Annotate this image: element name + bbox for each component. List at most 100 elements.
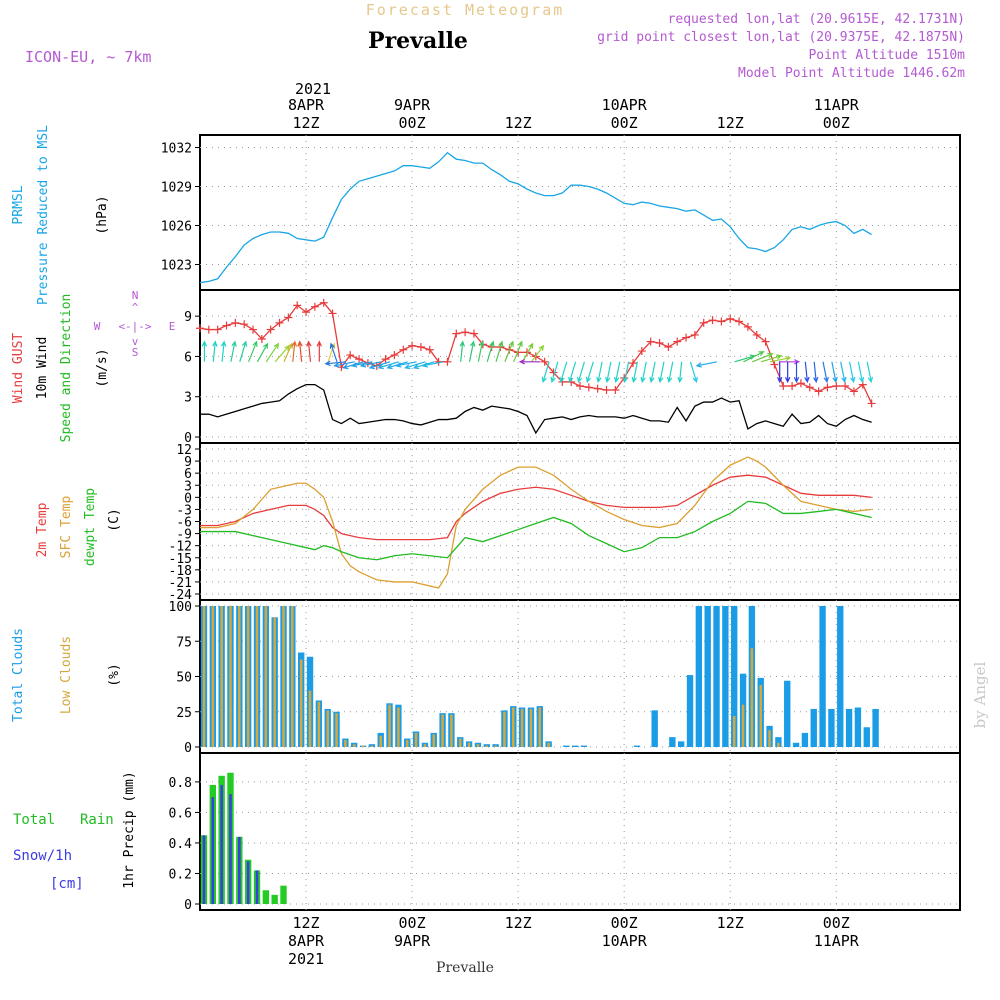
wind-direction-arrow	[559, 361, 568, 384]
snow-bar	[238, 836, 241, 904]
wind-direction-arrow	[459, 340, 465, 362]
wind-direction-arrow	[822, 361, 829, 384]
low-clouds-bar	[317, 701, 321, 747]
low-clouds-bar	[308, 690, 312, 747]
total-clouds-bar	[563, 745, 570, 747]
top-hour-label: 12Z	[505, 114, 532, 132]
gust-marker	[275, 318, 284, 327]
compass-s: S	[132, 346, 139, 359]
footer-location: Prevalle	[436, 960, 494, 976]
low-clouds-bar	[503, 711, 506, 747]
total-clouds-label: Total Clouds	[11, 628, 26, 722]
snow-unit-label: [cm]	[50, 876, 84, 892]
gust-marker	[240, 320, 249, 329]
wind-direction-arrow	[666, 361, 674, 384]
low-clouds-bar	[229, 606, 232, 747]
gust-marker	[293, 301, 302, 310]
low-clouds-bar	[547, 742, 550, 747]
gust-marker	[814, 387, 823, 396]
pressure-ytick-label: 1029	[161, 181, 192, 196]
gust-marker	[204, 325, 213, 334]
gust-marker	[593, 384, 602, 393]
gust-marker	[425, 345, 434, 354]
compass-n: N	[132, 289, 139, 302]
wind-direction-arrow	[804, 361, 810, 384]
gust-marker	[655, 339, 664, 347]
sfc-temp-line	[200, 456, 872, 589]
pressure-panel: 1023 1026 1029 1032	[161, 134, 961, 291]
bottom-hour-label: 12Z	[505, 914, 532, 932]
clouds-ytick-label: 50	[176, 671, 192, 686]
gust-marker	[717, 317, 726, 326]
wind-direction-arrow	[212, 340, 218, 362]
gust-marker	[682, 333, 691, 342]
total-clouds-bar	[368, 744, 376, 747]
snow-bar	[220, 784, 223, 904]
total-clouds-bar	[837, 606, 844, 747]
temperature-ytick-label: -18	[169, 564, 192, 579]
wind-direction-arrow	[306, 340, 312, 362]
wind-direction-arrow	[605, 361, 612, 384]
snow-bar	[211, 797, 215, 904]
gust-marker	[646, 337, 655, 346]
gust-marker	[788, 381, 797, 390]
prmsl-unit-label: (hPa)	[95, 195, 110, 234]
gust-marker	[743, 322, 752, 331]
wind-direction-arrow	[530, 344, 545, 363]
wind-ytick-label: 9	[184, 310, 192, 325]
gust-marker	[328, 309, 337, 318]
model-label: ICON-EU, ~ 7km	[25, 48, 151, 66]
wind-direction-arrow	[256, 342, 269, 363]
pressure-ytick-label: 1026	[161, 220, 192, 235]
gust-marker	[690, 330, 699, 339]
bottom-hour-label: 12Z	[717, 914, 744, 932]
low-clouds-bar	[777, 742, 780, 747]
bottom-hour-label: 00Z	[399, 914, 426, 932]
wind-direction-arrow	[793, 361, 800, 384]
gust-marker	[611, 386, 620, 394]
clouds-unit-label: (%)	[107, 663, 122, 686]
wind-direction-arrow	[752, 352, 774, 363]
low-clouds-bar	[379, 735, 382, 747]
dewpt-label: dewpt Temp	[83, 488, 98, 566]
clouds-ytick-label: 25	[176, 706, 192, 721]
wind-direction-arrow	[201, 340, 208, 362]
top-hour-label: 12Z	[717, 114, 744, 132]
wind-direction-arrow	[504, 340, 514, 363]
low-clouds-bar	[282, 606, 285, 747]
wind-direction-arrow	[395, 361, 417, 368]
low-clouds-bar	[768, 730, 771, 747]
gust-marker	[469, 329, 478, 338]
total-clouds-bar	[872, 708, 879, 747]
low-clouds-bar	[759, 684, 762, 747]
temperature-ytick-label: 12	[176, 443, 192, 458]
wind-direction-arrow	[486, 340, 495, 362]
low-clouds-bar	[476, 744, 480, 747]
top-hour-label: 00Z	[823, 114, 850, 132]
top-day-label: 9APR	[394, 96, 431, 114]
total-clouds-bar	[854, 707, 862, 747]
gust-marker	[213, 325, 222, 334]
sfc-temp-label: SFC Temp	[59, 496, 74, 559]
low-clouds-bar	[432, 734, 436, 747]
meta-grid-point: grid point closest lon,lat (20.9375E, 42…	[597, 30, 965, 45]
low-clouds-bar	[246, 606, 250, 747]
gust-marker	[381, 355, 390, 364]
panels: 10231026102910320369129630-3-6-9-12-15-1…	[161, 134, 961, 913]
temperature-ytick-label: 9	[184, 455, 192, 470]
low-clouds-bar	[494, 745, 497, 747]
top-day-label: 10APR	[602, 96, 648, 114]
temp-unit-label: (C)	[107, 508, 122, 531]
precip-side-labels: Total Rain Snow/1h [cm] 1hr Precip (mm)	[13, 771, 137, 892]
low-clouds-bar	[397, 707, 400, 747]
gust-marker	[752, 330, 761, 339]
gust-marker	[664, 343, 673, 352]
wind-direction-arrow	[324, 360, 346, 367]
wind-direction-arrow	[784, 361, 791, 384]
low-clouds-bar	[344, 739, 347, 747]
temperature-ytick-label: -24	[169, 588, 193, 603]
low-clouds-bar	[255, 606, 259, 747]
wind-direction-arrow	[813, 361, 819, 384]
